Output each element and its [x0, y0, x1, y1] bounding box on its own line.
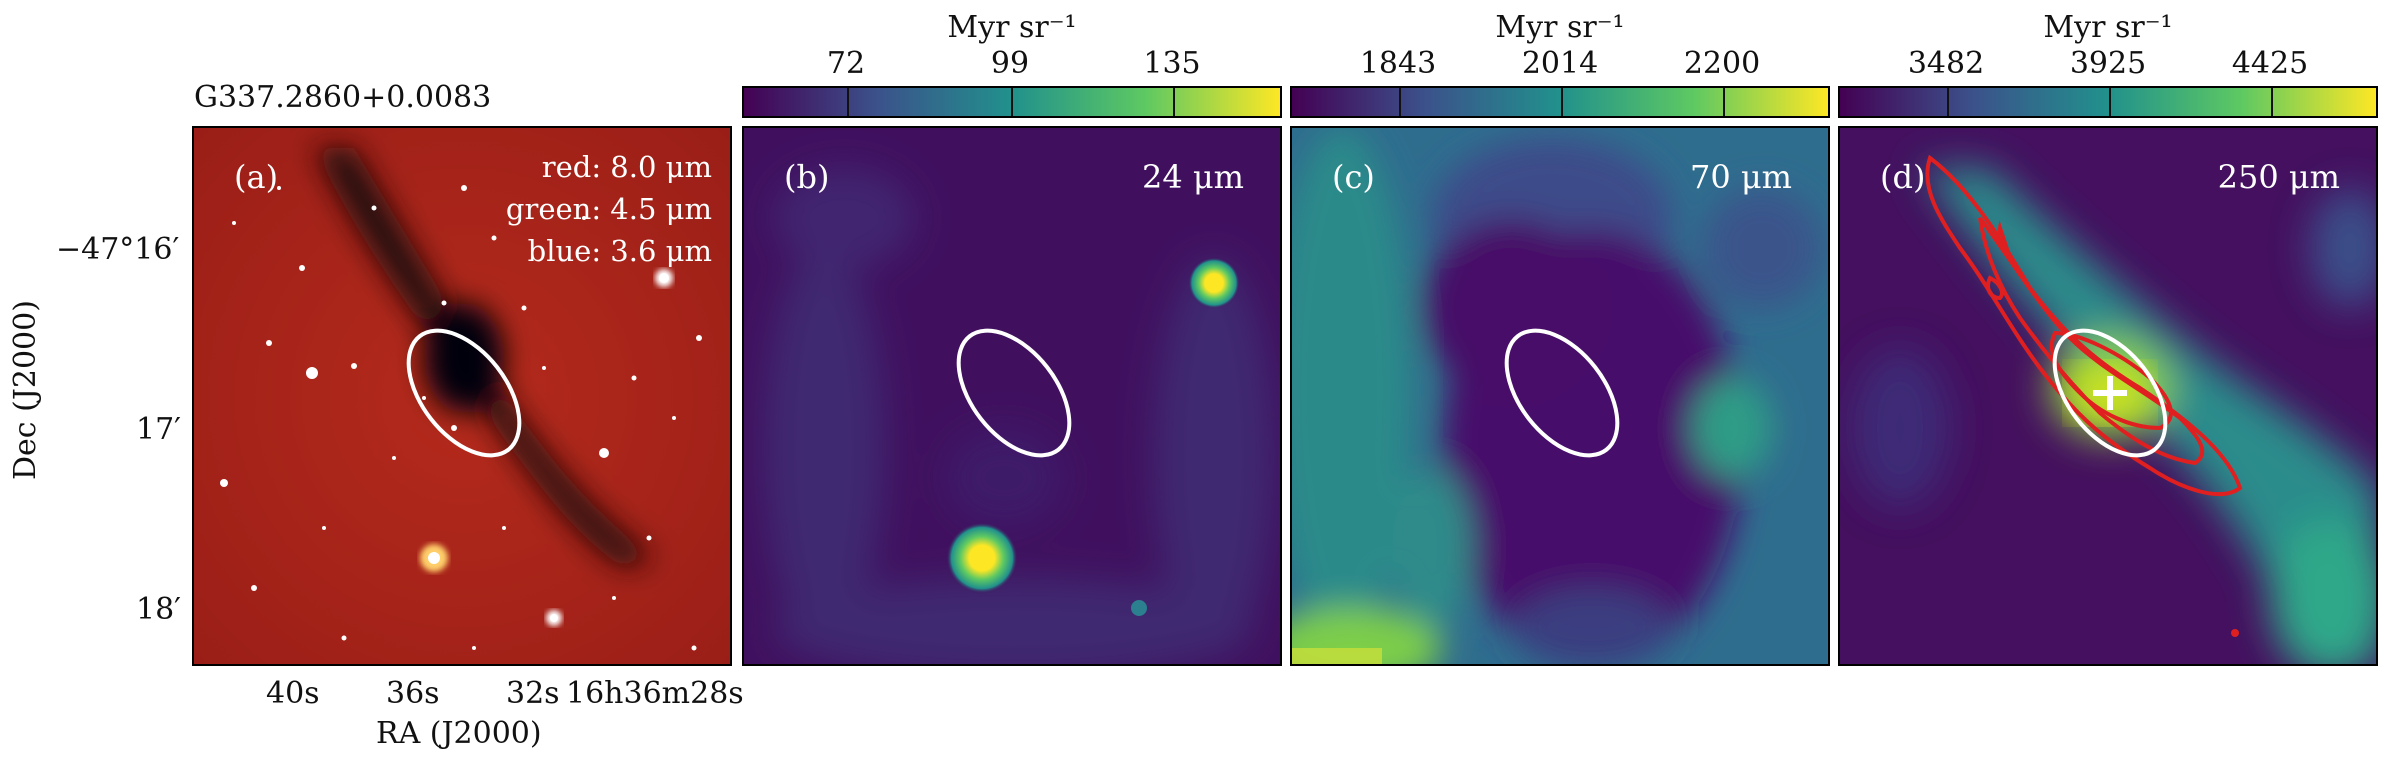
colorbar-tick-label: 2014: [1521, 46, 1599, 81]
colorbar-unit: Myr sr⁻¹: [2043, 10, 2173, 45]
rgb-legend: red: 8.0 μm green: 4.5 μm blue: 3.6 μm: [506, 146, 712, 272]
source-name: G337.2860+0.0083: [194, 80, 492, 115]
rgb-green-label: green: 4.5 μm: [505, 192, 712, 226]
panel-label: (b): [784, 158, 830, 196]
colorbar-tick-label: 2200: [1683, 46, 1761, 81]
panel-label: (d): [1880, 158, 1926, 196]
colorbar-tick-label: 99: [990, 46, 1030, 81]
x-tick-label: 32s: [506, 676, 560, 711]
panel-a-rgb-image: (a) red: 8.0 μm green: 4.5 μm blue: 3.6 …: [192, 126, 732, 666]
y-axis-label: Dec (J2000): [8, 300, 43, 480]
colorbar: [1838, 86, 2378, 118]
colorbar-unit: Myr sr⁻¹: [947, 10, 1077, 45]
colorbar-tick-label: 3482: [1907, 46, 1985, 81]
x-axis-label: RA (J2000): [376, 716, 542, 751]
wavelength-label: 70 μm: [1689, 158, 1792, 196]
rgb-blue-label: blue: 3.6 μm: [527, 234, 712, 268]
y-tick-label: 18′: [136, 592, 181, 627]
y-tick-label: −47°16′: [56, 232, 180, 267]
colorbar-tick-label: 135: [1143, 46, 1201, 81]
colorbar: [1290, 86, 1830, 118]
panel-label: (a): [234, 158, 279, 196]
map-24um: [744, 128, 1280, 664]
panel-d-250um: (d) 250 μm: [1838, 126, 2378, 666]
x-tick-label: 36s: [386, 676, 440, 711]
colorbar-tick-label: 3925: [2069, 46, 2147, 81]
panel-label: (c): [1332, 158, 1375, 196]
colorbar-tick-label: 4425: [2231, 46, 2309, 81]
map-70um: [1292, 128, 1828, 664]
wavelength-label: 250 μm: [2217, 158, 2340, 196]
y-tick-label: 17′: [136, 412, 181, 447]
panel-b-24um: (b) 24 μm: [742, 126, 1282, 666]
rgb-image: [194, 128, 730, 664]
map-250um: [1840, 128, 2376, 664]
wavelength-label: 24 μm: [1141, 158, 1244, 196]
x-tick-label: 16h36m28s: [566, 676, 744, 711]
colorbar-tick-label: 1843: [1359, 46, 1437, 81]
colorbar: [742, 86, 1282, 118]
panel-c-70um: (c) 70 μm: [1290, 126, 1830, 666]
colorbar-unit: Myr sr⁻¹: [1495, 10, 1625, 45]
x-tick-label: 40s: [266, 676, 320, 711]
rgb-red-label: red: 8.0 μm: [541, 150, 712, 184]
colorbar-tick-label: 72: [826, 46, 866, 81]
